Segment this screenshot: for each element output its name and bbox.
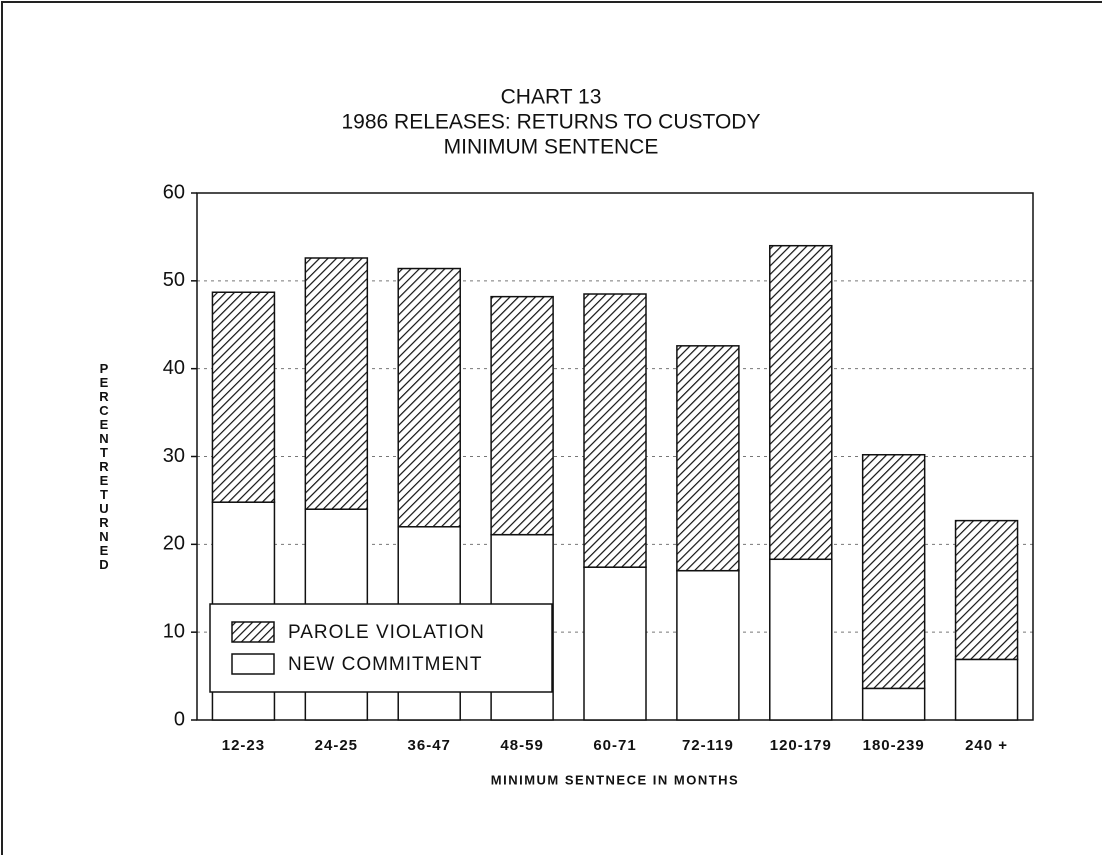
bar-segment: [861, 453, 926, 690]
bar-segment: [954, 519, 1019, 661]
chart-subtitle: 1986 RELEASES: RETURNS TO CUSTODY: [342, 111, 761, 134]
x-tick-label: 120-179: [770, 737, 832, 754]
legend-box: [209, 603, 553, 693]
y-tick-label: 60: [163, 181, 185, 203]
bar-segment: [397, 267, 461, 528]
x-tick-label: 48-59: [500, 737, 543, 754]
x-axis-label: MINIMUM SENTNECE IN MONTHS: [491, 772, 739, 787]
bar-segment: [304, 257, 369, 510]
legend-label: NEW COMMITMENT: [288, 654, 482, 675]
y-tick-label: 30: [163, 445, 185, 467]
bar-segment: [769, 244, 833, 561]
y-tick-label: 50: [163, 269, 185, 291]
y-tick-label: 20: [163, 533, 185, 555]
chart-subtitle: MINIMUM SENTENCE: [444, 136, 659, 159]
y-tick-label: 10: [163, 620, 185, 642]
y-tick-label: 0: [174, 708, 185, 730]
y-tick-label: 40: [163, 357, 185, 379]
bar-segment: [583, 566, 647, 721]
bar-segment: [861, 687, 926, 721]
y-axis-label: PERCENT RETURNED: [99, 361, 112, 572]
legend-swatch: [231, 621, 275, 643]
bar-segment: [954, 658, 1019, 721]
bar-segment: [583, 293, 647, 568]
x-tick-label: 60-71: [593, 737, 636, 754]
x-tick-label: 240 +: [965, 737, 1008, 754]
legend-swatch: [231, 653, 275, 675]
bar-segment: [211, 291, 276, 503]
legend-label: PAROLE VIOLATION: [288, 622, 485, 643]
x-tick-label: 72-119: [682, 737, 734, 754]
x-tick-label: 24-25: [315, 737, 358, 754]
chart-title: CHART 13: [501, 86, 602, 109]
bar-segment: [490, 295, 554, 536]
bar-segment: [769, 558, 833, 721]
bar-segment: [676, 345, 740, 572]
x-tick-label: 36-47: [408, 737, 451, 754]
bar-segment: [676, 569, 740, 721]
x-tick-label: 12-23: [222, 737, 265, 754]
x-tick-label: 180-239: [863, 737, 925, 754]
